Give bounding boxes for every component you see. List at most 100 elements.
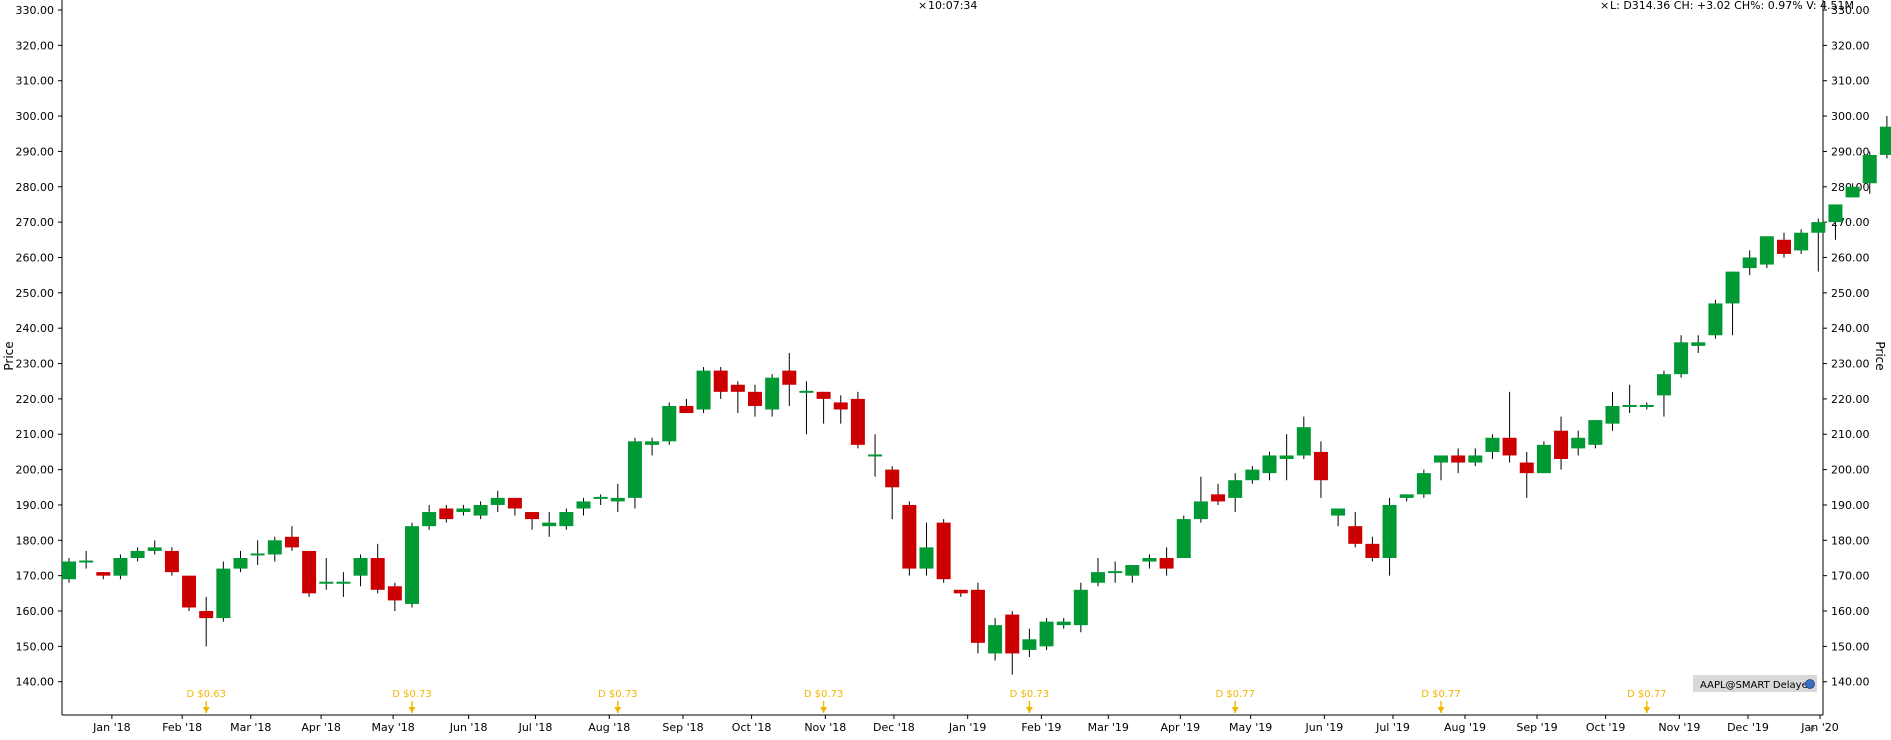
candle (302, 550, 317, 597)
candle (610, 483, 625, 513)
candle-body (284, 536, 299, 548)
y-axis-title-right: Price (1873, 341, 1887, 370)
y-tick-label-left: 320.00 (16, 39, 55, 52)
candle-body (302, 550, 317, 594)
y-tick-label-right: 220.00 (1831, 393, 1870, 406)
candle-body (1365, 543, 1380, 558)
candle-body (1674, 342, 1689, 375)
dividend-label: D $0.77 (1627, 689, 1667, 700)
scroll-plus-icon[interactable]: + (1807, 722, 1816, 735)
candle-body (1742, 257, 1757, 269)
x-tick-label: Sep '19 (1516, 721, 1557, 734)
dividend-marker: D $0.77 (1215, 689, 1255, 713)
candle-body (1159, 557, 1174, 569)
candle-body (1725, 271, 1740, 304)
y-tick-label-left: 150.00 (16, 640, 55, 653)
y-tick-label-right: 210.00 (1831, 428, 1870, 441)
candle (182, 575, 197, 612)
candle (1348, 512, 1363, 548)
candle (885, 466, 900, 520)
candle (645, 437, 660, 456)
candle (627, 437, 642, 509)
candle-body (1536, 444, 1551, 474)
candle (559, 508, 574, 530)
candle-body (868, 454, 883, 457)
candle-body (1554, 430, 1569, 459)
candle-body (1348, 526, 1363, 544)
candle (405, 522, 419, 608)
close-time-icon[interactable]: × (918, 0, 927, 12)
dividend-marker: D $0.77 (1627, 689, 1667, 713)
y-tick-label-left: 280.00 (16, 181, 55, 194)
candle (1039, 618, 1054, 650)
candle (62, 557, 76, 583)
candle (1228, 473, 1243, 513)
dividend-label: D $0.77 (1215, 689, 1255, 700)
dividend-label: D $0.73 (598, 689, 638, 700)
candle (1108, 561, 1123, 583)
candle-body (233, 557, 248, 569)
candle-body (1245, 469, 1260, 481)
candle (1365, 536, 1380, 562)
candle-body (1845, 186, 1860, 198)
candle (1193, 476, 1208, 523)
candle-body (1434, 455, 1448, 463)
dividend-marker: D $0.73 (804, 689, 843, 713)
source-badge-label: AAPL@SMART Delayed (1700, 680, 1814, 691)
candle-body (542, 522, 557, 527)
candle-body (1176, 519, 1191, 558)
candle-body (1331, 508, 1346, 516)
candle-body (164, 550, 179, 573)
y-tick-label-right: 290.00 (1831, 145, 1870, 158)
candle (1622, 384, 1637, 414)
candle-body (1108, 571, 1123, 574)
y-tick-label-right: 240.00 (1831, 322, 1870, 335)
y-tick-label-left: 250.00 (16, 287, 55, 300)
dividend-arrow-icon (408, 707, 416, 713)
x-tick-label: Oct '19 (1586, 721, 1626, 734)
y-tick-label-left: 270.00 (16, 216, 55, 229)
candle (799, 381, 814, 435)
candle-body (1056, 621, 1071, 626)
x-tick-label: Nov '18 (804, 721, 846, 734)
candle-body (1691, 342, 1706, 346)
x-tick-label: Jan '18 (92, 721, 130, 734)
candle (816, 391, 831, 424)
candle (936, 519, 951, 583)
candle-body (559, 512, 574, 527)
candle-body (1399, 494, 1414, 498)
candle (319, 557, 334, 590)
candle (1536, 441, 1551, 474)
candle-body (696, 370, 711, 410)
dividend-arrow-icon (1437, 707, 1445, 713)
y-tick-label-right: 320.00 (1831, 39, 1870, 52)
candle (1159, 547, 1174, 576)
candle-body (953, 589, 968, 594)
candle-body (1193, 501, 1208, 520)
y-tick-label-left: 220.00 (16, 393, 55, 406)
candle (387, 582, 402, 612)
candle (1794, 229, 1809, 254)
candle-body (1091, 572, 1105, 583)
candle (833, 395, 848, 424)
y-tick-label-left: 210.00 (16, 428, 55, 441)
candle (1656, 370, 1671, 417)
candle (113, 554, 128, 580)
x-tick-label: Nov '19 (1658, 721, 1700, 734)
close-quote-icon[interactable]: × (1600, 0, 1609, 12)
candle-body (1777, 239, 1791, 254)
candle (199, 596, 214, 647)
dividend-arrow-icon (202, 707, 210, 713)
candle-body (1588, 420, 1603, 445)
y-tick-label-left: 140.00 (16, 676, 55, 689)
globe-icon (1805, 679, 1815, 689)
candle-body (1228, 480, 1243, 498)
candle-body (199, 611, 214, 619)
y-tick-label-left: 190.00 (16, 499, 55, 512)
candle (1879, 116, 1891, 159)
candle (953, 589, 968, 597)
candle (490, 490, 505, 513)
dividend-arrow-icon (820, 707, 828, 713)
candle-body (1022, 639, 1037, 650)
